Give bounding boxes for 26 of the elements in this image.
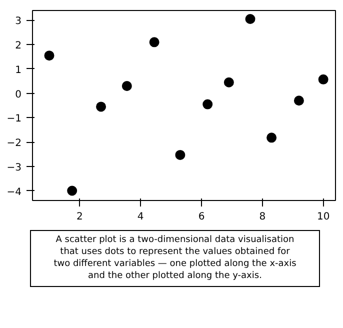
- point: [175, 150, 186, 160]
- y-tick-label: 1: [15, 64, 22, 76]
- point: [96, 102, 106, 112]
- point: [266, 132, 277, 143]
- point: [294, 96, 304, 106]
- point: [318, 74, 328, 84]
- y-tick-label: 0: [15, 89, 22, 100]
- y-tick-label: 2: [15, 40, 22, 52]
- point: [245, 14, 256, 24]
- point: [44, 50, 54, 61]
- x-tick-label: 8: [259, 212, 266, 222]
- y-tick-label: 3: [15, 16, 22, 28]
- y-tick-label: −4: [6, 186, 22, 198]
- point: [149, 37, 160, 48]
- point: [67, 186, 78, 196]
- text: A scatter plot is a two-dimensional data visualisation that uses dots to represent the values obtained for two different variables — one plotted along the x-axis and the other plotted along the y-axis.: [54, 234, 296, 283]
- point: [202, 99, 213, 110]
- y-tick-label: −1: [6, 114, 22, 125]
- x-tick-label: 6: [198, 212, 205, 222]
- point: [224, 77, 234, 88]
- x-tick-label: 2: [76, 212, 83, 222]
- y-tick-label: −2: [6, 138, 22, 150]
- y-tick-label: −3: [6, 162, 22, 174]
- x-tick-label: 4: [137, 212, 144, 222]
- point: [122, 81, 132, 92]
- x-tick-label: 10: [316, 212, 330, 222]
